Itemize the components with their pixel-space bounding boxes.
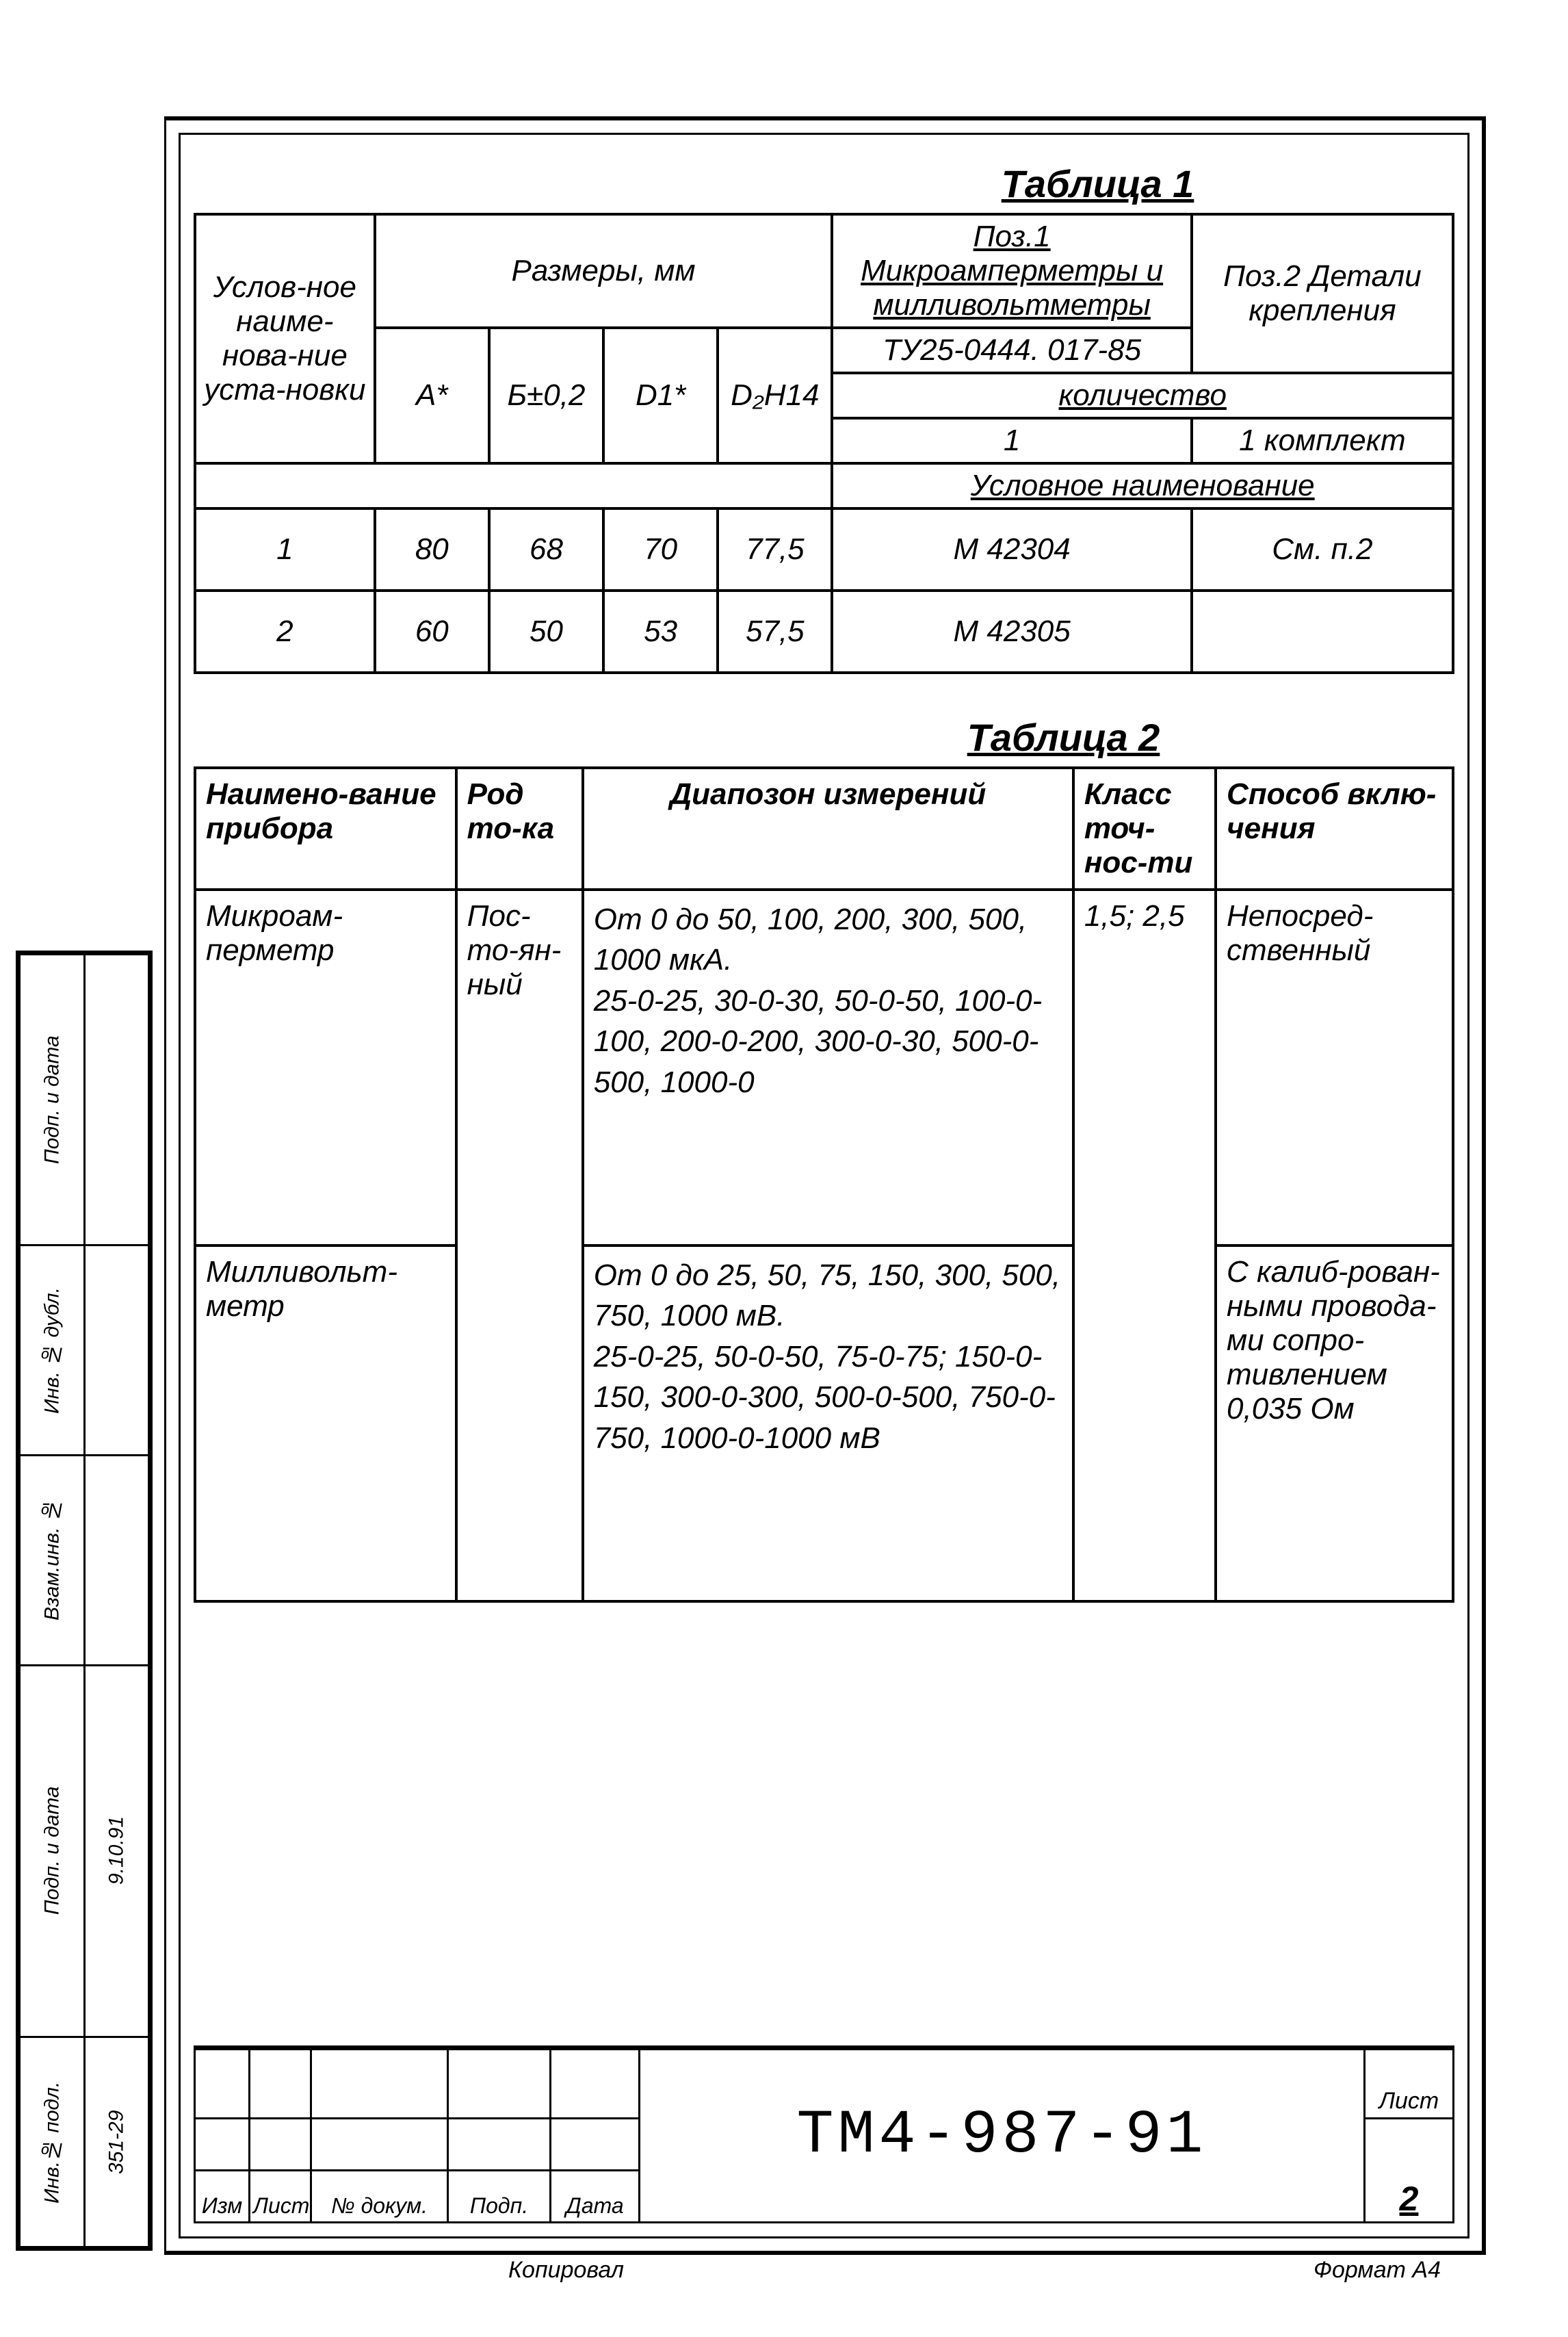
t1-r1-d2: 57,5	[718, 591, 832, 673]
t1-hdr-d2: D₂H14	[718, 328, 832, 463]
t2-r0-name: Микроам-перметр	[195, 890, 456, 1245]
t1-r0-b: 68	[489, 508, 603, 591]
tb-list: Лист	[250, 2171, 311, 2223]
t1-r0-a: 80	[375, 508, 489, 591]
footer-kopiroval: Копировал	[508, 2257, 624, 2284]
t2-hdr-diap: Диапозон измерений	[583, 768, 1073, 890]
t1-hdr-uslovnaim: Условное наименование	[832, 463, 1453, 508]
tb-data: Дата	[551, 2171, 640, 2223]
t1-hdr-uslov: Услов-ное наиме-нова-ние уста-новки	[195, 214, 375, 463]
t1-hdr-pos1-top: Поз.1 Микроамперметры и милливольтметры	[832, 214, 1191, 328]
tb-izm: Изм	[195, 2171, 250, 2223]
t2-hdr-name: Наимено-вание прибора	[195, 768, 456, 890]
drawing-frame: Подп. и дата Инв. № дубл. Взам.инв. № По…	[164, 116, 1486, 2255]
table2: Наимено-вание прибора Род то-ка Диапозон…	[194, 766, 1454, 1603]
t1-r0-d1: 70	[603, 508, 718, 591]
binding-margin-stamp: Подп. и дата Инв. № дубл. Взам.инв. № По…	[16, 951, 153, 2251]
stamp-podp-data: Подп. и дата	[20, 1665, 85, 2037]
t2-r1-name: Милливольт-метр	[195, 1245, 456, 1601]
stamp-date-val: 9.10.91	[84, 1665, 149, 2037]
t1-r0-name: М 42304	[832, 508, 1191, 591]
t1-hdr-pos2: Поз.2 Детали крепления	[1192, 214, 1453, 373]
t1-hdr-one: 1	[832, 418, 1191, 463]
t1-r0-pos2: См. п.2	[1192, 508, 1453, 591]
stamp-inv-podl: Инв.№ подл.	[20, 2037, 85, 2247]
t2-r0-spos: Непосред-ственный	[1216, 890, 1453, 1245]
t2-hdr-klass: Класс точ-нос-ти	[1073, 768, 1216, 890]
t1-hdr-a: A*	[375, 328, 489, 463]
tb-ndok: № докум.	[311, 2171, 448, 2223]
stamp-vzam-inv: Взам.инв. №	[20, 1455, 85, 1665]
t2-r1-spos: С калиб-рован-ными провода-ми сопро-тивл…	[1216, 1245, 1453, 1601]
t2-hdr-rod: Род то-ка	[456, 768, 583, 890]
stamp-inv-dubl: Инв. № дубл.	[20, 1245, 85, 1456]
footer-format: Формат А4	[1314, 2257, 1441, 2284]
t1-r1-d1: 53	[603, 591, 718, 673]
table1-title: Таблица 1	[741, 162, 1454, 206]
t1-hdr-kolich: количество	[832, 373, 1453, 418]
t1-r1-a: 60	[375, 591, 489, 673]
t2-r0-klass: 1,5; 2,5	[1073, 890, 1216, 1601]
t2-r1-diap: От 0 до 25, 50, 75, 150, 300, 500, 750, …	[583, 1245, 1073, 1601]
t1-hdr-tu: ТУ25-0444. 017-85	[832, 328, 1191, 373]
drawing-number: ТМ4-987-91	[640, 2050, 1365, 2223]
t1-r0-d2: 77,5	[718, 508, 832, 591]
stamp-podp-data2: Подп. и дата	[20, 955, 85, 1245]
t1-hdr-d1: D1*	[603, 328, 718, 463]
t1-r1-pos2	[1192, 591, 1453, 673]
table2-title: Таблица 2	[672, 715, 1454, 760]
table1: Услов-ное наиме-нова-ние уста-новки Разм…	[194, 213, 1454, 674]
stamp-inv-val: 351-29	[84, 2037, 149, 2247]
footer-line: Копировал Формат А4	[166, 2257, 1482, 2284]
sheet-number: 2	[1365, 2119, 1454, 2223]
title-block: ТМ4-987-91 Лист 2 Изм Лист № докум. Подп…	[194, 2045, 1454, 2223]
t1-r0-n: 1	[195, 508, 375, 591]
sheet-label: Лист	[1365, 2050, 1454, 2119]
t1-r1-name: М 42305	[832, 591, 1191, 673]
t2-r0-diap: От 0 до 50, 100, 200, 300, 500, 1000 мкА…	[583, 890, 1073, 1245]
t2-hdr-spos: Способ вклю-чения	[1216, 768, 1453, 890]
t1-r1-n: 2	[195, 591, 375, 673]
t1-r1-b: 50	[489, 591, 603, 673]
t2-r0-rod: Пос-то-ян-ный	[456, 890, 583, 1601]
t1-hdr-komplekt: 1 комплект	[1192, 418, 1453, 463]
t1-hdr-b: Б±0,2	[489, 328, 603, 463]
t1-hdr-razmery: Размеры, мм	[375, 214, 833, 328]
tb-podp: Подп.	[448, 2171, 551, 2223]
